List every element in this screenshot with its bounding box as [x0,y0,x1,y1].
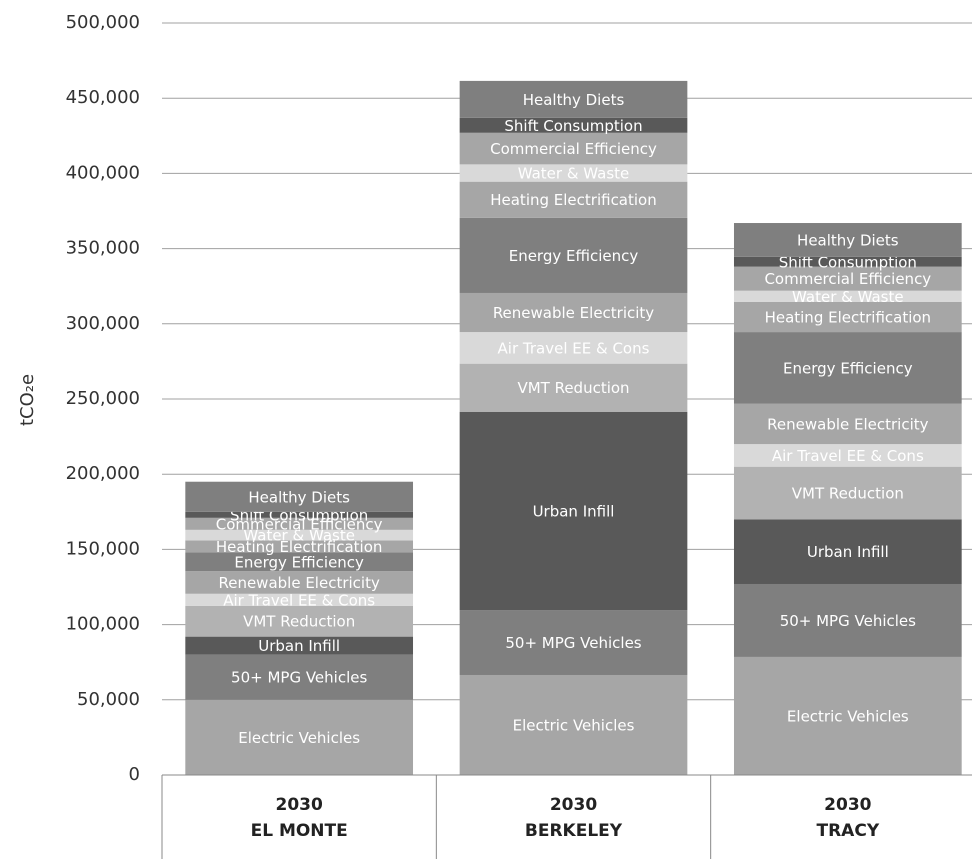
y-tick-label: 50,000 [77,689,140,710]
bar-segment [185,481,414,512]
segment-label: Healthy Diets [523,91,625,109]
segment-label: Commercial Efficiency [490,140,657,158]
bar-segment [459,292,688,333]
segment-label: Shift Consumption [779,253,917,271]
bar-segment [185,593,414,606]
segment-label: Commercial Efficiency [764,270,931,288]
segment-label: Energy Efficiency [783,359,913,377]
bar-segment [185,511,414,518]
y-tick-label: 350,000 [66,238,140,259]
bar-segment [459,217,688,293]
bar-segment [733,444,962,467]
bar-segment [733,301,962,333]
y-axis-label: tCO₂e [17,374,38,426]
x-tick-label: 2030 [550,795,597,815]
segment-label: Energy Efficiency [509,247,639,265]
bar-segment [459,164,688,182]
x-tick-label: BERKELEY [525,821,623,841]
segment-label: Renewable Electricity [767,415,928,433]
bar-segment [185,529,414,541]
bar-segment [185,571,414,594]
segment-label: Water & Waste [792,288,904,306]
bar-segment [733,223,962,257]
bar-segment [185,654,414,700]
segment-label: Air Travel EE & Cons [223,591,375,609]
segment-label: Electric Vehicles [513,716,635,734]
bar-segment [733,266,962,291]
bar-segment [733,466,962,520]
bar-segment [733,519,962,584]
bar-segment [459,80,688,118]
segment-label: Shift Consumption [504,117,642,135]
bar-segment [459,181,688,218]
segment-label: Air Travel EE & Cons [772,447,924,465]
y-tick-label: 300,000 [66,313,140,334]
y-tick-label: 400,000 [66,162,140,183]
segment-label: Healthy Diets [797,231,899,249]
bar-segment [185,699,414,775]
y-tick-label: 250,000 [66,388,140,409]
segment-label: Heating Electrification [216,538,383,556]
segment-label: 50+ MPG Vehicles [505,634,641,652]
bar-segment [185,552,414,572]
bar-segment [459,117,688,133]
segment-label: Energy Efficiency [234,553,364,571]
bar-segment [459,363,688,412]
y-tick-label: 150,000 [66,538,140,559]
bar-segment [459,610,688,675]
segment-label: Renewable Electricity [218,574,379,592]
segment-label: Commercial Efficiency [216,515,383,533]
bar-segment [733,403,962,445]
bar-segment [185,605,414,637]
x-tick-label: 2030 [276,795,323,815]
y-tick-label: 500,000 [66,12,140,33]
segment-label: VMT Reduction [792,485,904,503]
segment-label: Electric Vehicles [787,707,909,725]
segment-label: Healthy Diets [248,488,350,506]
x-tick-label: TRACY [817,821,880,841]
segment-label: Heating Electrification [490,191,657,209]
segment-label: Air Travel EE & Cons [498,339,650,357]
bar-segment [733,332,962,404]
segment-label: Water & Waste [518,165,630,183]
bar-segment [733,656,962,775]
bar-segment [185,517,414,530]
x-tick-label: 2030 [824,795,871,815]
segment-label: Urban Infill [533,503,615,521]
segment-label: Electric Vehicles [238,729,360,747]
bar-segment [459,332,688,364]
segment-label: Urban Infill [807,543,889,561]
y-tick-label: 200,000 [66,463,140,484]
segment-label: Urban Infill [258,637,340,655]
bar-segment [733,290,962,302]
bar-segment [459,132,688,165]
segment-label: 50+ MPG Vehicles [780,612,916,630]
segment-label: 50+ MPG Vehicles [231,669,367,687]
bar-segment [733,256,962,267]
segment-label: Renewable Electricity [493,304,654,322]
y-tick-label: 0 [129,764,140,785]
x-tick-label: EL MONTE [251,821,348,841]
segment-label: VMT Reduction [243,613,355,631]
segment-label: Water & Waste [243,527,355,545]
bar-segment [185,636,414,655]
bar-segment [185,540,414,553]
bar-segment [733,583,962,657]
y-tick-label: 450,000 [66,87,140,108]
bar-segment [459,674,688,775]
segment-label: Heating Electrification [765,309,932,327]
bar-segment [459,411,688,611]
segment-label: VMT Reduction [517,379,629,397]
y-tick-label: 100,000 [66,614,140,635]
